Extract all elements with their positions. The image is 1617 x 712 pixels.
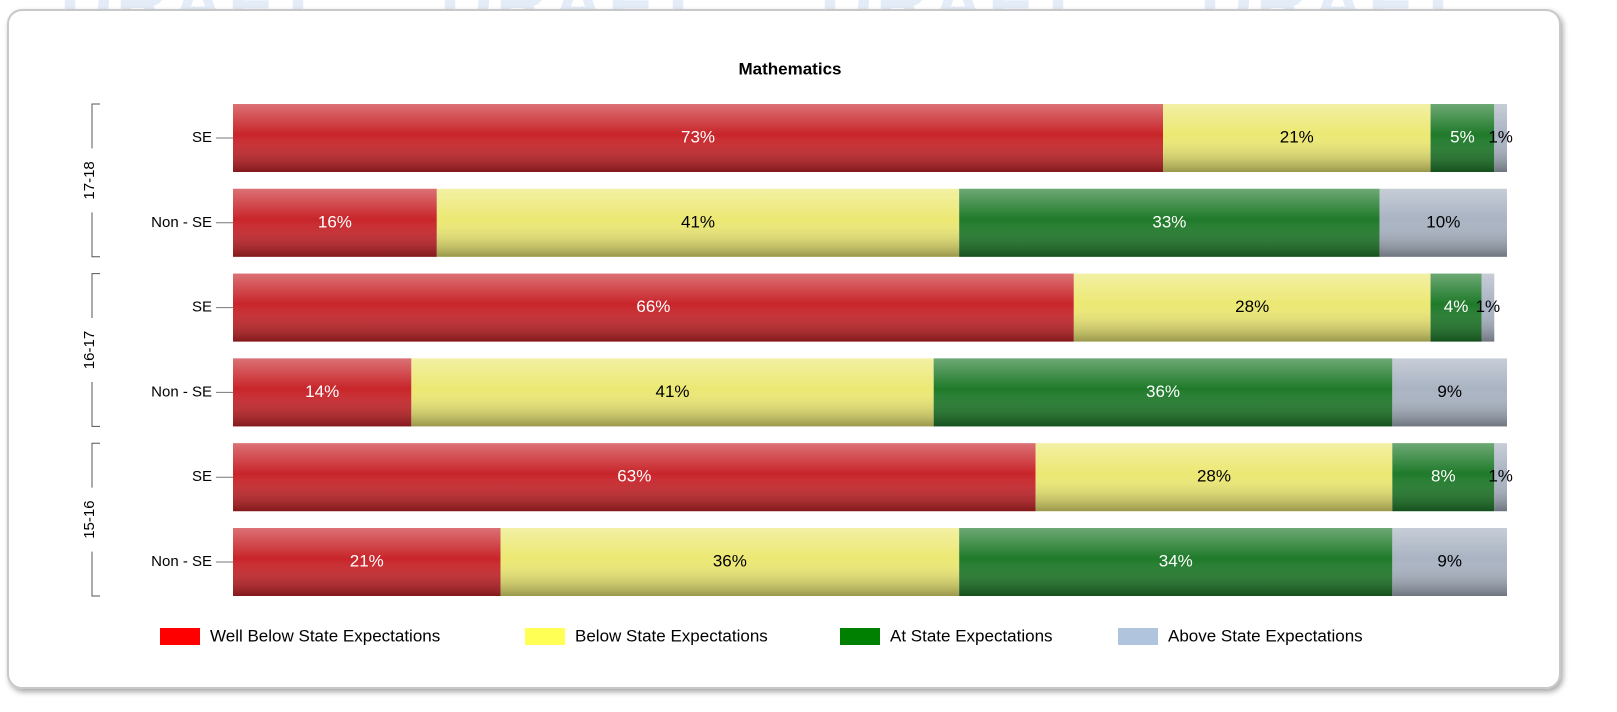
value-label: 1% xyxy=(1488,467,1513,486)
group-bracket xyxy=(91,442,100,597)
value-label: 36% xyxy=(713,551,747,570)
group-bracket xyxy=(91,273,100,427)
value-label: 21% xyxy=(1280,127,1314,146)
legend-label: Below State Expectations xyxy=(575,626,768,645)
legend-label: Well Below State Expectations xyxy=(210,626,440,645)
value-label: 14% xyxy=(305,382,339,401)
value-label: 28% xyxy=(1197,467,1231,486)
value-label: 10% xyxy=(1426,212,1460,231)
value-label: 4% xyxy=(1444,297,1469,316)
category-label: SE xyxy=(192,468,212,485)
category-label: Non - SE xyxy=(151,553,212,570)
value-label: 73% xyxy=(681,127,715,146)
value-label: 9% xyxy=(1437,551,1462,570)
value-label: 36% xyxy=(1146,382,1180,401)
category-label: Non - SE xyxy=(151,214,212,231)
value-label: 1% xyxy=(1476,297,1501,316)
legend-label: At State Expectations xyxy=(890,626,1053,645)
legend-swatch xyxy=(1118,628,1158,645)
category-label: SE xyxy=(192,129,212,146)
legend-swatch xyxy=(160,628,200,645)
group-label: 15-16 xyxy=(81,500,98,538)
group-label: 17-18 xyxy=(81,161,98,199)
category-label: SE xyxy=(192,299,212,316)
value-label: 34% xyxy=(1159,551,1193,570)
value-label: 41% xyxy=(681,212,715,231)
legend-swatch xyxy=(840,628,880,645)
group-label: 16-17 xyxy=(81,331,98,369)
legend-label: Above State Expectations xyxy=(1168,626,1363,645)
value-label: 16% xyxy=(318,212,352,231)
value-label: 66% xyxy=(636,297,670,316)
value-label: 8% xyxy=(1431,467,1456,486)
panel xyxy=(7,9,1561,689)
category-label: Non - SE xyxy=(151,383,212,400)
value-label: 9% xyxy=(1437,382,1462,401)
group-bracket xyxy=(91,103,100,258)
value-label: 21% xyxy=(350,551,384,570)
value-label: 28% xyxy=(1235,297,1269,316)
value-label: 63% xyxy=(617,467,651,486)
legend-swatch xyxy=(525,628,565,645)
value-label: 41% xyxy=(656,382,690,401)
value-label: 1% xyxy=(1488,127,1513,146)
value-label: 33% xyxy=(1152,212,1186,231)
chart-title: Mathematics xyxy=(739,59,842,78)
value-label: 5% xyxy=(1450,127,1475,146)
